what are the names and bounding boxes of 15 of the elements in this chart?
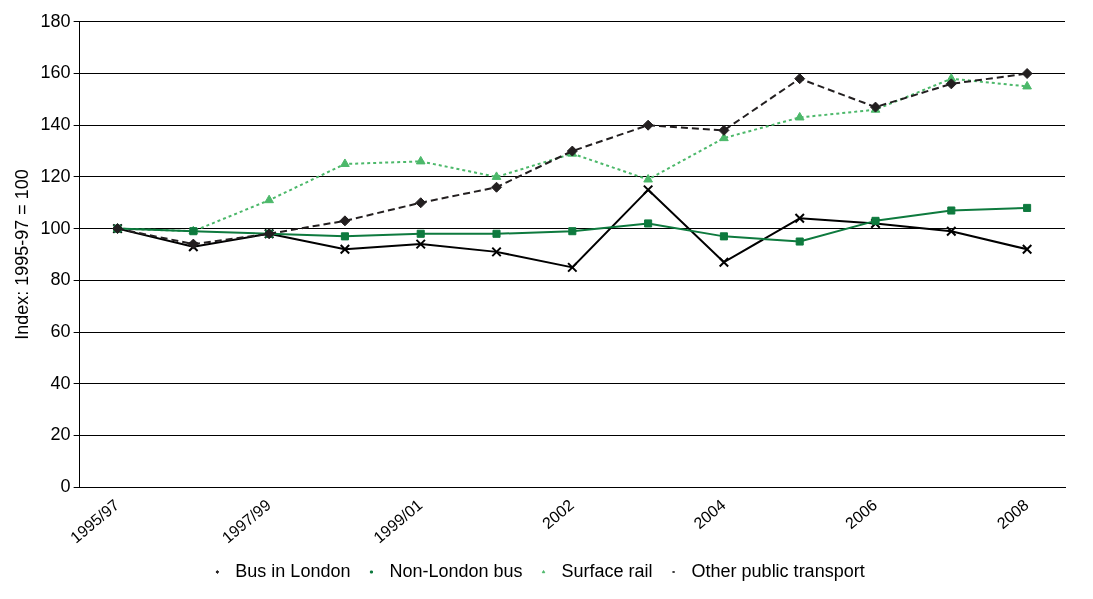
y-tick-label: 80 xyxy=(50,269,71,290)
y-axis-title: Index: 1995-97 = 100 xyxy=(11,169,32,340)
y-tick-label: 20 xyxy=(50,424,71,445)
y-tick-label: 0 xyxy=(60,476,71,497)
y-tick-label: 100 xyxy=(40,217,71,238)
y-tick-label: 60 xyxy=(50,320,71,341)
y-tick-label: 40 xyxy=(50,372,71,393)
legend-label: Surface rail xyxy=(561,560,653,581)
y-tick-label: 120 xyxy=(40,165,71,186)
legend-label: Bus in London xyxy=(235,560,351,581)
legend-label: Non-London bus xyxy=(389,560,523,581)
y-tick-label: 160 xyxy=(40,62,71,83)
legend-label: Other public transport xyxy=(691,560,865,581)
y-tick-label: 180 xyxy=(40,10,71,31)
y-tick-label: 140 xyxy=(40,114,71,135)
